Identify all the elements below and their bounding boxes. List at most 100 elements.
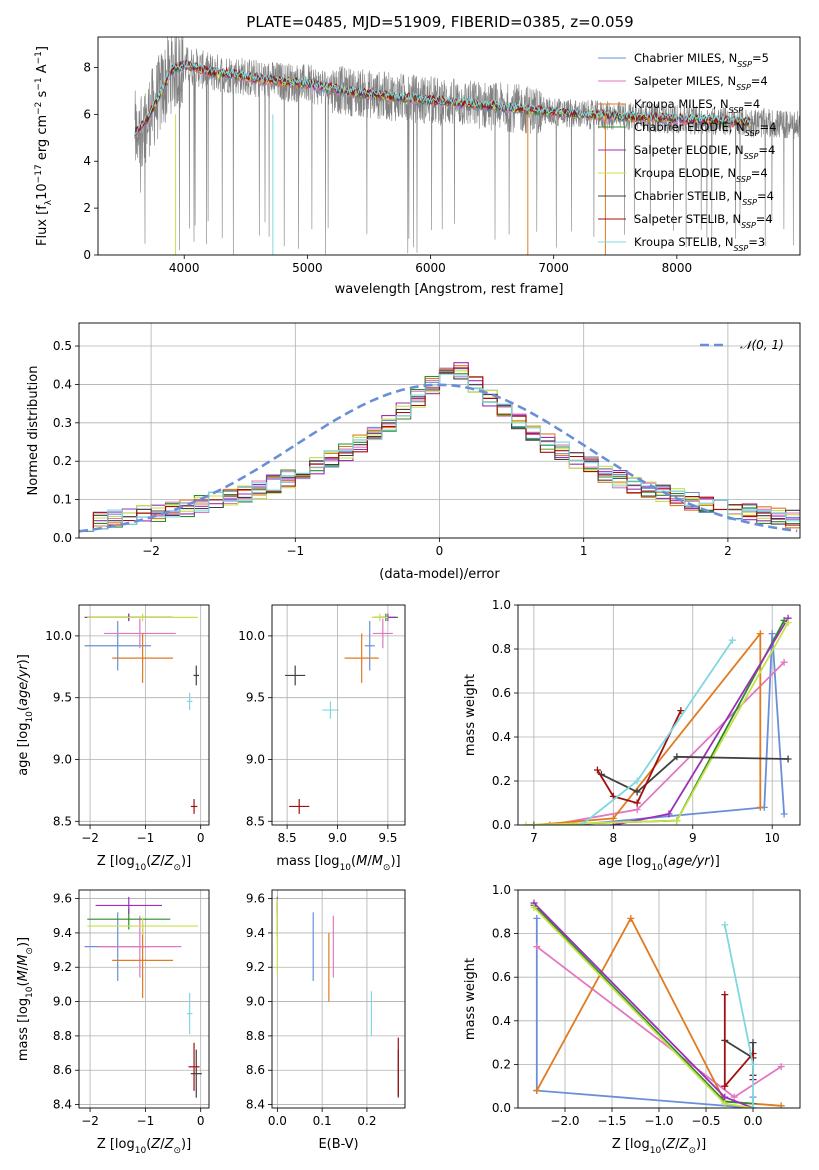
x-tick-label: 7000 bbox=[538, 261, 569, 275]
weight-line bbox=[533, 631, 762, 825]
weight-marker bbox=[728, 636, 736, 644]
y-tick-label: 0.6 bbox=[492, 686, 511, 700]
weight-marker bbox=[721, 1100, 729, 1108]
weight-marker bbox=[749, 1060, 757, 1068]
errorbar-point-2 bbox=[344, 633, 379, 683]
errorbar-point-2 bbox=[112, 633, 174, 683]
panel-weight_vs_age: 7 8 9 10 0.0 0.2 0.4 0.6 0.8 1.0 age [log10(age/yr… bbox=[463, 598, 801, 873]
x-tick-label: 2 bbox=[724, 544, 732, 558]
x-tick-label: −1.0 bbox=[644, 1114, 673, 1128]
x-axis-label: Z [log10(Z/Z⊙)] bbox=[97, 1137, 191, 1156]
plot-area-mass_vs_Z bbox=[84, 896, 202, 1098]
panel-spectrum: 4000 5000 6000 7000 8000 0 2 4 6 8 wavelength [Ang… bbox=[34, 36, 801, 297]
x-tick-label: −2 bbox=[142, 544, 160, 558]
legend-label-4: Salpeter ELODIE, NSSP=4 bbox=[634, 143, 775, 161]
errorbar-point-6 bbox=[285, 665, 306, 686]
plot-area-spectrum bbox=[134, 37, 800, 255]
errorbar-point-2 bbox=[112, 922, 174, 999]
errorbar-point-4 bbox=[95, 896, 162, 915]
x-tick-label: −2.0 bbox=[550, 1114, 579, 1128]
weight-marker bbox=[530, 903, 538, 911]
weight-marker bbox=[749, 1039, 757, 1047]
axes-frame bbox=[517, 889, 801, 1109]
weight-marker bbox=[780, 810, 788, 818]
weight-marker bbox=[593, 766, 601, 774]
errorbar-point-8 bbox=[322, 701, 339, 719]
weight-series-8 bbox=[578, 636, 736, 825]
y-tick-label: 8 bbox=[83, 60, 91, 74]
legend-label-2: Kroupa MILES, NSSP=4 bbox=[634, 97, 760, 115]
weight-marker bbox=[777, 1063, 785, 1071]
x-tick-label: −2 bbox=[81, 831, 99, 845]
y-axis-label: mass weight bbox=[463, 674, 478, 756]
axes-frame bbox=[271, 604, 406, 826]
y-tick-label: 9.0 bbox=[246, 752, 265, 766]
y-tick-label: 9.5 bbox=[246, 691, 265, 705]
legend-label-7: Salpeter STELIB, NSSP=4 bbox=[634, 212, 773, 230]
plot-area-residuals bbox=[79, 362, 800, 533]
weight-series-7 bbox=[593, 707, 685, 807]
y-tick-label: 0.1 bbox=[53, 493, 72, 507]
axes-frame bbox=[517, 604, 801, 826]
errorbar-point-6 bbox=[193, 665, 200, 686]
x-tick-label: 0.1 bbox=[313, 1114, 332, 1128]
weight-marker bbox=[721, 991, 729, 999]
errorbar-point-8 bbox=[186, 692, 193, 711]
axes-frame bbox=[78, 889, 210, 1109]
y-tick-label: 9.2 bbox=[246, 960, 265, 974]
panel-age_vs_Z: −2 −1 0 8.5 9.0 9.5 10.0 Z [log10(Z/Z⊙)] age [lo… bbox=[16, 604, 210, 873]
axes-frame bbox=[271, 889, 406, 1109]
weight-marker bbox=[721, 921, 729, 929]
y-tick-label: 1.0 bbox=[492, 598, 511, 612]
errorbar-point-1 bbox=[372, 618, 393, 649]
x-tick-label: −0.5 bbox=[691, 1114, 720, 1128]
y-tick-label: 8.4 bbox=[53, 1098, 72, 1112]
weight-marker bbox=[749, 1104, 757, 1108]
x-tick-label: 8000 bbox=[662, 261, 693, 275]
x-tick-label: −1 bbox=[137, 1114, 155, 1128]
axes-frame bbox=[78, 322, 801, 539]
x-tick-label: 0 bbox=[436, 544, 444, 558]
y-tick-label: 0.4 bbox=[492, 1014, 511, 1028]
errorbar-point-8 bbox=[186, 992, 193, 1035]
y-tick-label: 9.0 bbox=[53, 752, 72, 766]
x-tick-label: 0 bbox=[197, 1114, 205, 1128]
y-tick-label: 0 bbox=[83, 248, 91, 262]
y-tick-label: 0.3 bbox=[53, 416, 72, 430]
x-tick-label: −1 bbox=[286, 544, 304, 558]
legend-label-5: Kroupa ELODIE, NSSP=4 bbox=[634, 166, 768, 184]
histogram-5 bbox=[79, 370, 800, 532]
axes-frame bbox=[78, 604, 210, 826]
weight-line bbox=[596, 710, 682, 805]
legend-label-6: Chabrier STELIB, NSSP=4 bbox=[634, 189, 774, 207]
y-tick-label: 0.2 bbox=[53, 454, 72, 468]
weight-series-2 bbox=[530, 630, 764, 825]
x-tick-label: 10 bbox=[765, 831, 780, 845]
observed-spectrum bbox=[134, 37, 800, 255]
legend-label-0: Chabrier MILES, NSSP=5 bbox=[634, 51, 769, 69]
y-tick-label: 0.2 bbox=[492, 1057, 511, 1071]
y-tick-label: 0.5 bbox=[53, 339, 72, 353]
y-axis-label: Flux [fλ10−17 erg cm−2 s−1 A−1] bbox=[34, 46, 54, 246]
errorbar-point-0 bbox=[364, 621, 375, 671]
x-tick-label: 5000 bbox=[292, 261, 323, 275]
y-tick-label: 9.4 bbox=[246, 926, 265, 940]
legend-label-normal: 𝒩(0, 1) bbox=[740, 338, 784, 352]
errorbar-point-1 bbox=[103, 618, 176, 649]
y-tick-label: 6 bbox=[83, 107, 91, 121]
y-tick-label: 9.4 bbox=[53, 926, 72, 940]
y-tick-label: 8.4 bbox=[246, 1098, 265, 1112]
x-tick-label: 7 bbox=[530, 831, 538, 845]
panel-mass_vs_Z: −2 −1 0 8.4 8.6 8.8 9.0 9.2 9.4 9.6 Z [log10(Z/Z⊙)… bbox=[16, 889, 210, 1156]
weight-marker bbox=[784, 619, 792, 627]
legend-label-1: Salpeter MILES, NSSP=4 bbox=[634, 74, 768, 92]
y-axis-label: mass [log10(M/M⊙)] bbox=[16, 937, 35, 1061]
y-tick-label: 0.0 bbox=[53, 531, 72, 545]
weight-series-5 bbox=[522, 619, 792, 825]
x-tick-label: 8.5 bbox=[278, 831, 297, 845]
panel-weight_vs_Z: −2.0 −1.5 −1.0 −0.5 0.0 0.0 0.2 0.4 0.6 0.8 1.0 Z [… bbox=[463, 883, 801, 1156]
weight-marker bbox=[633, 788, 641, 796]
weight-marker bbox=[777, 1102, 785, 1108]
errorbar-point-7 bbox=[188, 1042, 200, 1091]
